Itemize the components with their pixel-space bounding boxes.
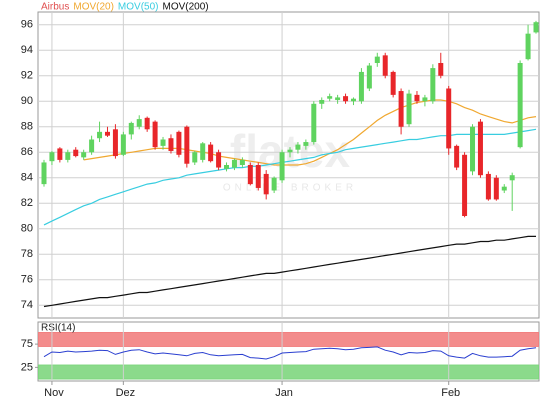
candle-body: [382, 55, 388, 76]
rsi-tick-label: 75: [21, 338, 33, 350]
candle-body: [525, 33, 531, 60]
y-tick-label: 88: [21, 121, 33, 133]
legend-entry: Airbus: [41, 2, 69, 13]
candle-body: [398, 91, 404, 127]
candle-body: [406, 93, 412, 125]
y-tick-label: 92: [21, 70, 33, 82]
candle-body: [533, 22, 539, 33]
candle-body: [446, 88, 452, 149]
candle-body: [327, 96, 333, 99]
candle-body: [493, 177, 499, 200]
candle-body: [168, 138, 174, 151]
candle-body: [279, 152, 285, 181]
candle-body: [144, 117, 150, 130]
legend-entry: MOV(200): [162, 2, 208, 13]
candle-body: [509, 175, 515, 181]
candle-body: [438, 63, 444, 76]
candle-body: [295, 144, 301, 150]
candle-body: [501, 186, 507, 191]
candle-body: [65, 152, 71, 160]
candle-body: [350, 98, 356, 102]
moving-average: [43, 128, 537, 226]
moving-average: [43, 235, 536, 308]
candle-body: [104, 131, 110, 136]
candle-body: [263, 173, 269, 195]
y-tick-label: 90: [21, 95, 33, 107]
candle-body: [485, 173, 491, 200]
candle-body: [89, 139, 95, 153]
candle-body: [517, 63, 523, 148]
candle-body: [208, 144, 214, 162]
candle-body: [239, 159, 245, 165]
legend-entry: MOV(50): [118, 2, 159, 13]
candle-body: [160, 139, 166, 146]
candle-body: [287, 149, 293, 153]
watermark-sub: ONLINE BROKER: [223, 183, 357, 194]
candle-body: [73, 149, 79, 157]
candle-body: [152, 121, 158, 148]
candle-body: [192, 152, 198, 163]
candle-body: [414, 94, 420, 102]
candle-body: [231, 159, 237, 168]
candle-body: [311, 103, 317, 143]
candle-body: [57, 148, 63, 160]
candle-body: [462, 154, 468, 216]
candle-body: [430, 68, 436, 102]
rsi-band: [38, 332, 539, 347]
legend-entry: MOV(20): [73, 2, 114, 13]
y-tick-label: 94: [21, 44, 33, 56]
candle-body: [271, 177, 277, 191]
y-tick-label: 82: [21, 197, 33, 209]
y-tick-label: 80: [21, 223, 33, 235]
y-tick-label: 76: [21, 274, 33, 286]
candle-body: [112, 129, 118, 157]
candle-body: [358, 71, 364, 102]
candle-body: [335, 97, 341, 100]
candle-body: [200, 143, 206, 160]
candle-body: [390, 71, 396, 95]
candle-body: [366, 65, 372, 89]
y-tick-label: 86: [21, 146, 33, 158]
candle-body: [81, 152, 87, 158]
x-tick-label: Feb: [441, 387, 460, 399]
candle-body: [216, 152, 222, 168]
x-tick-label: Jan: [275, 387, 293, 399]
rsi-tick-label: 25: [21, 361, 33, 373]
y-tick-label: 84: [21, 172, 33, 184]
moving-average: [83, 99, 537, 166]
candle-body: [41, 162, 47, 185]
candle-body: [470, 126, 476, 172]
rsi-title: RSI(14): [41, 323, 75, 334]
candle-body: [422, 97, 428, 102]
candle-body: [128, 122, 134, 135]
candle-body: [303, 142, 309, 146]
candle-body: [49, 152, 55, 162]
y-tick-label: 74: [21, 299, 33, 311]
x-tick-label: Nov: [44, 387, 64, 399]
rsi-band: [38, 364, 539, 380]
candle-body: [319, 99, 325, 104]
candle-body: [136, 119, 142, 127]
candle-body: [255, 165, 261, 188]
candle-body: [454, 145, 460, 168]
rsi-line: [43, 346, 537, 360]
candle-body: [97, 131, 103, 139]
candle-body: [176, 131, 182, 155]
candle-body: [224, 165, 230, 169]
candle-body: [120, 134, 126, 155]
x-tick-label: Dez: [116, 387, 136, 399]
candle-body: [477, 121, 483, 176]
y-tick-label: 96: [21, 19, 33, 31]
y-tick-label: 78: [21, 248, 33, 260]
candle-body: [374, 56, 380, 63]
candle-body: [247, 165, 253, 185]
candle-body: [184, 126, 190, 164]
candle-body: [343, 96, 349, 102]
